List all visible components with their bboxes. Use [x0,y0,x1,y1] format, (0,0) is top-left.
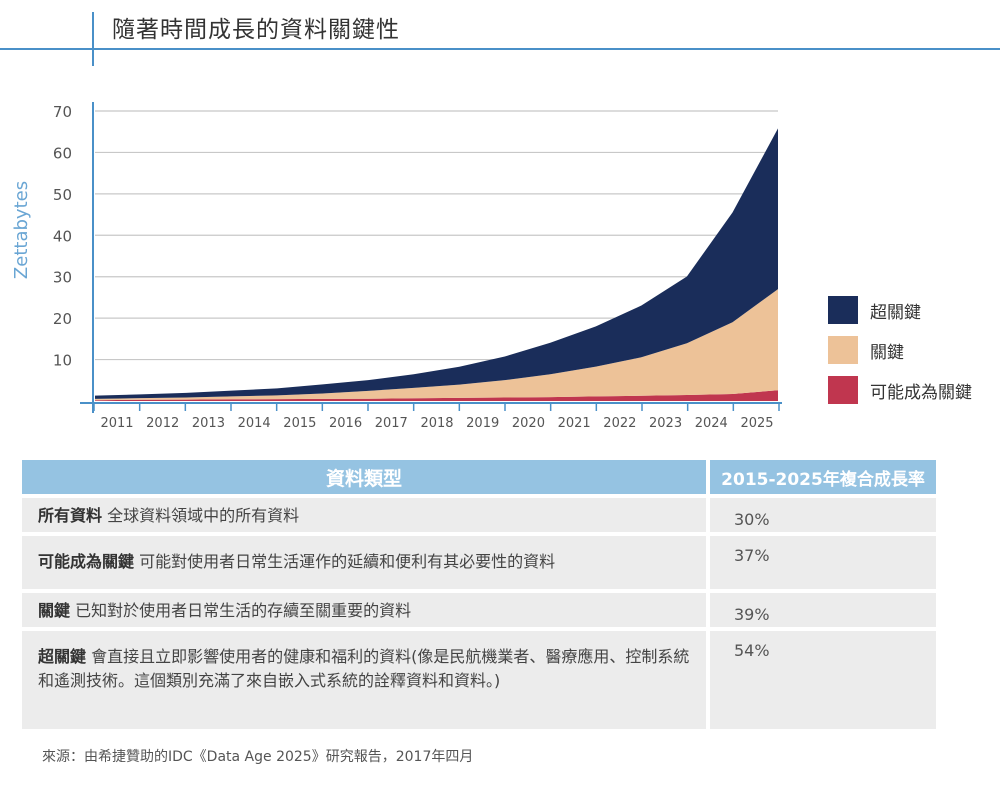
x-tick-label: 2015 [283,416,316,431]
legend-swatch-critical [828,336,858,364]
legend-label: 超關鍵 [870,302,921,323]
table-header: 資料類型 2015-2025年複合成長率 [22,460,936,494]
y-tick-label: 20 [53,310,72,328]
row-term: 關鍵 [38,601,71,620]
row-desc: 已知對於使用者日常生活的存續至關重要的資料 [75,601,412,620]
row-cagr: 54% [710,631,936,729]
legend-swatch-super-critical [828,296,858,324]
row-cagr-value: 30% [734,510,770,529]
legend-swatch-potentially-critical [828,376,858,404]
row-cagr-value: 39% [734,605,770,624]
row-term: 超關鍵 [38,647,87,666]
row-desc: 會直接且立即影響使用者的健康和福利的資料(像是民航機業者、醫療應用、控制系統和遙… [38,647,690,690]
x-tick-label: 2012 [146,416,179,431]
x-tick-label: 2014 [238,416,271,431]
row-cagr-value: 54% [734,641,770,660]
source-note: 來源：由希捷贊助的IDC《Data Age 2025》研究報告，2017年四月 [42,749,474,765]
chart-legend: 超關鍵 關鍵 可能成為關鍵 [828,290,972,410]
legend-label: 可能成為關鍵 [870,382,972,403]
area-series-1 [95,289,778,401]
row-desc: 全球資料領域中的所有資料 [107,506,300,525]
x-tick-label: 2021 [558,416,591,431]
area-series-0 [95,390,778,401]
row-cagr: 39% [710,593,936,627]
legend-item-potentially-critical: 可能成為關鍵 [828,370,972,410]
header-data-type: 資料類型 [22,460,706,494]
x-tick-label: 2019 [466,416,499,431]
row-description: 超關鍵 會直接且立即影響使用者的健康和福利的資料(像是民航機業者、醫療應用、控制… [22,631,706,729]
x-tick-label: 2023 [649,416,682,431]
stacked-area-chart: 10 20 30 40 50 60 70 2011 2012 2013 2014 2015 2016 20… [11,102,782,431]
y-tick-label: 50 [53,186,72,204]
y-tick-label: 40 [53,227,72,245]
row-description: 可能成為關鍵 可能對使用者日常生活運作的延續和便利有其必要性的資料 [22,536,706,589]
x-tick-label: 2018 [420,416,453,431]
x-tick-label: 2025 [740,416,773,431]
x-tick-label: 2024 [695,416,728,431]
legend-item-super-critical: 超關鍵 [828,290,972,330]
title-rule [0,48,1000,50]
y-tick-label: 30 [53,269,72,287]
row-term: 可能成為關鍵 [38,552,135,571]
y-tick-label: 10 [53,352,72,370]
row-cagr: 37% [710,536,936,589]
legend-item-critical: 關鍵 [828,330,972,370]
header-cagr: 2015-2025年複合成長率 [710,460,936,494]
page-title: 隨著時間成長的資料關鍵性 [112,17,400,43]
x-tick-label: 2016 [329,416,362,431]
x-tick-label: 2020 [512,416,545,431]
row-cagr-value: 37% [734,546,770,565]
row-description: 關鍵 已知對於使用者日常生活的存續至關重要的資料 [22,593,706,627]
y-axis-label: Zettabytes [11,181,32,279]
table-row: 可能成為關鍵 可能對使用者日常生活運作的延續和便利有其必要性的資料 37% [22,536,936,589]
data-type-table: 資料類型 2015-2025年複合成長率 所有資料 全球資料領域中的所有資料 3… [22,460,936,729]
row-term: 所有資料 [38,506,103,525]
table-row: 關鍵 已知對於使用者日常生活的存續至關重要的資料 39% [22,593,936,627]
area-series-2 [95,128,778,399]
x-tick-label: 2017 [375,416,408,431]
legend-label: 關鍵 [870,342,904,363]
table-row: 所有資料 全球資料領域中的所有資料 30% [22,498,936,532]
x-tick-label: 2022 [603,416,636,431]
x-tick-label: 2013 [192,416,225,431]
table-row: 超關鍵 會直接且立即影響使用者的健康和福利的資料(像是民航機業者、醫療應用、控制… [22,631,936,729]
y-tick-label: 70 [53,103,72,121]
row-description: 所有資料 全球資料領域中的所有資料 [22,498,706,532]
x-tick-label: 2011 [100,416,133,431]
row-cagr: 30% [710,498,936,532]
row-desc: 可能對使用者日常生活運作的延續和便利有其必要性的資料 [139,552,556,571]
y-tick-label: 60 [53,144,72,162]
title-accent-bar [92,12,94,66]
